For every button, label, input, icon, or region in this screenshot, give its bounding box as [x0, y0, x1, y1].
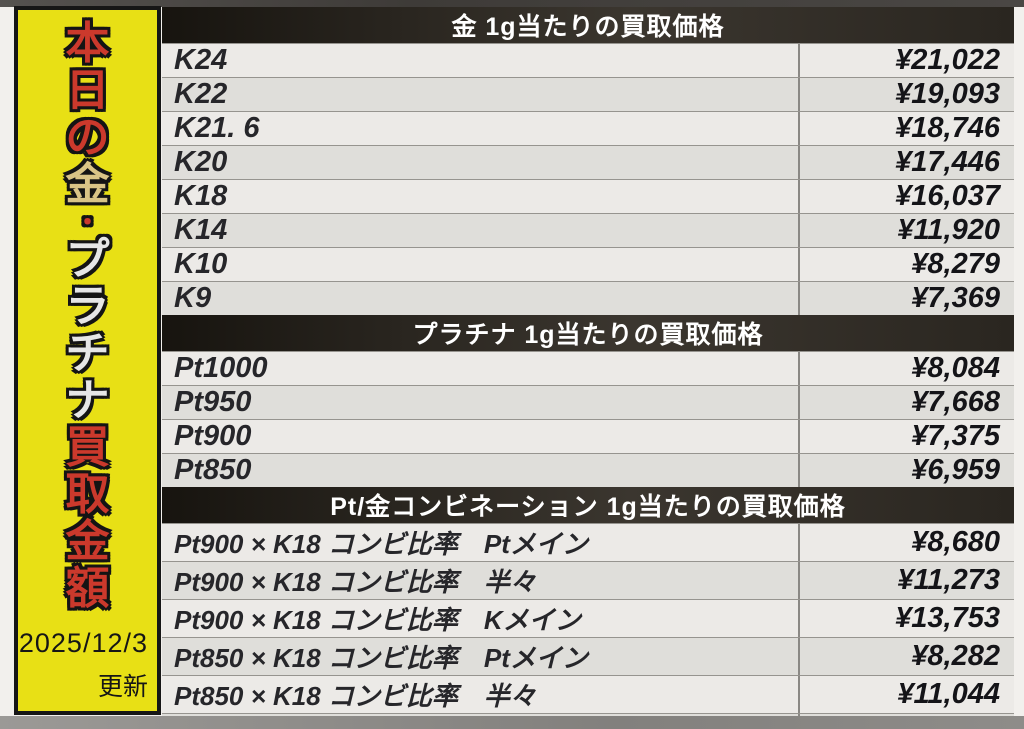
table-row: K14 ¥11,920 [162, 213, 1014, 247]
table-row: K24 ¥21,022 [162, 43, 1014, 77]
row-label: Pt950 [174, 386, 252, 418]
row-price: ¥18,746 [798, 112, 1014, 145]
table-row: Pt850 × K18 コンビ比率 Ptメイン ¥8,282 [162, 637, 1014, 675]
table-row: K10 ¥8,279 [162, 247, 1014, 281]
photo-edge-top [0, 0, 1024, 7]
table-row: Pt850 × K18 コンビ比率 半々 ¥11,044 [162, 675, 1014, 713]
row-label: K24 [174, 44, 228, 76]
row-label: K21. 6 [174, 112, 260, 144]
banner-title-char: 買 [65, 423, 110, 472]
row-price: ¥8,279 [798, 248, 1014, 281]
row-label: Pt900 × K18 コンビ比率 Kメイン [174, 605, 581, 635]
date-text: 2025/12/3 [18, 628, 148, 658]
row-label: Pt850 × K18 コンビ比率 Ptメイン [174, 643, 588, 673]
photo-edge-bottom [0, 716, 1024, 729]
row-label: Pt1000 [174, 352, 268, 384]
row-price: ¥8,680 [798, 524, 1014, 561]
row-label: Pt850 × K18 コンビ比率 半々 [174, 681, 536, 711]
table-row: K20 ¥17,446 [162, 145, 1014, 179]
title-banner: 本日の金・プラチナ買取金額 2025/12/3 更新 [14, 6, 161, 715]
banner-title-char: 日 [65, 66, 110, 115]
table-row: Pt850 ¥6,959 [162, 453, 1014, 487]
row-label: K9 [174, 282, 212, 314]
row-label: Pt850 [174, 454, 252, 486]
banner-title-char: 金 [65, 160, 110, 209]
row-label: Pt900 × K18 コンビ比率 Ptメイン [174, 529, 588, 559]
table-row: K18 ¥16,037 [162, 179, 1014, 213]
row-label: K10 [174, 248, 228, 280]
row-price: ¥19,093 [798, 78, 1014, 111]
table-row: Pt950 ¥7,668 [162, 385, 1014, 419]
table-row: K22 ¥19,093 [162, 77, 1014, 111]
banner-title-char: 額 [65, 564, 110, 613]
banner-title-char: の [65, 113, 110, 162]
table-row: Pt900 ¥7,375 [162, 419, 1014, 453]
updated-label: 更新 [97, 673, 148, 701]
banner-title-char: ナ [65, 376, 110, 425]
row-label: K22 [174, 78, 228, 110]
row-price: ¥16,037 [798, 180, 1014, 213]
row-label: K18 [174, 180, 228, 212]
table-row: Pt900 × K18 コンビ比率 Ptメイン ¥8,680 [162, 523, 1014, 561]
banner-title-char: チ [65, 329, 110, 378]
row-price: ¥11,044 [798, 676, 1014, 713]
section-header: Pt/金コンビネーション 1g当たりの買取価格 [162, 487, 1014, 523]
row-price: ¥8,282 [798, 638, 1014, 675]
row-price: ¥11,920 [798, 214, 1014, 247]
banner-footer: 2025/12/3 更新 [18, 628, 157, 711]
row-price: ¥13,753 [798, 600, 1014, 637]
row-price: ¥6,959 [798, 454, 1014, 487]
banner-title-char: 取 [65, 470, 110, 519]
banner-title-char: 本 [65, 19, 110, 68]
price-table: 金 1g当たりの買取価格 K24 ¥21,022 K22 ¥19,093 K21. 6 ¥1… [162, 7, 1014, 729]
banner-title-char: ラ [65, 282, 110, 331]
row-label: Pt900 [174, 420, 252, 452]
section-header: 金 1g当たりの買取価格 [162, 7, 1014, 43]
banner-vertical-title: 本日の金・プラチナ買取金額 [18, 10, 157, 628]
row-price: ¥7,375 [798, 420, 1014, 453]
row-price: ¥21,022 [798, 44, 1014, 77]
banner-title-char: プ [65, 235, 110, 284]
banner-title-char: ・ [74, 207, 101, 237]
row-price: ¥11,273 [798, 562, 1014, 599]
row-label: Pt900 × K18 コンビ比率 半々 [174, 567, 536, 597]
row-price: ¥8,084 [798, 352, 1014, 385]
row-price: ¥17,446 [798, 146, 1014, 179]
row-label: K14 [174, 214, 228, 246]
table-row: Pt900 × K18 コンビ比率 Kメイン ¥13,753 [162, 599, 1014, 637]
table-row: K9 ¥7,369 [162, 281, 1014, 315]
table-row: K21. 6 ¥18,746 [162, 111, 1014, 145]
section-header: プラチナ 1g当たりの買取価格 [162, 315, 1014, 351]
row-label: K20 [174, 146, 228, 178]
banner-title-char: 金 [65, 517, 110, 566]
table-row: Pt1000 ¥8,084 [162, 351, 1014, 385]
table-row: Pt900 × K18 コンビ比率 半々 ¥11,273 [162, 561, 1014, 599]
row-price: ¥7,369 [798, 282, 1014, 315]
row-price: ¥7,668 [798, 386, 1014, 419]
